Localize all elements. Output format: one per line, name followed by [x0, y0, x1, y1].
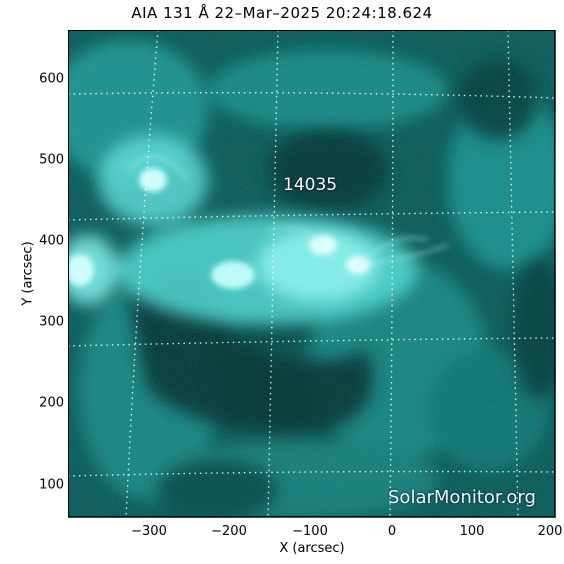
x-tick-label: 200	[537, 524, 563, 539]
x-tick-label: 100	[459, 524, 485, 539]
image-title: AIA 131 Å 22–Mar–2025 20:24:18.624	[131, 4, 433, 22]
solar-image	[68, 30, 556, 518]
x-tick-label: −200	[211, 524, 247, 539]
y-tick-label: 500	[39, 152, 64, 168]
watermark-text: SolarMonitor.org	[388, 487, 536, 508]
y-tick-label: 100	[39, 477, 64, 493]
y-tick-label: 400	[39, 233, 64, 249]
y-axis-label: Y (arcsec)	[20, 241, 36, 306]
x-axis-label: X (arcsec)	[279, 541, 345, 556]
y-tick-label: 300	[39, 314, 64, 330]
y-tick-label: 200	[39, 395, 64, 411]
x-tick-label: 0	[387, 524, 397, 539]
x-tick-label: −100	[292, 524, 328, 539]
y-tick-label: 600	[39, 71, 64, 87]
active-region-label: 14035	[283, 175, 338, 195]
x-tick-label: −300	[131, 524, 167, 539]
